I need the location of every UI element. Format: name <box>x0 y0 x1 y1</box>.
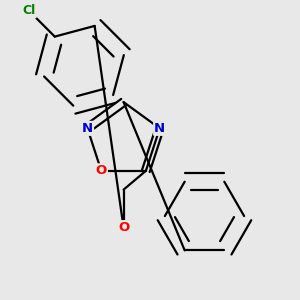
Text: O: O <box>96 164 107 177</box>
Text: Cl: Cl <box>22 4 36 17</box>
Text: N: N <box>154 122 165 135</box>
Text: O: O <box>118 221 129 234</box>
Text: N: N <box>82 122 93 135</box>
